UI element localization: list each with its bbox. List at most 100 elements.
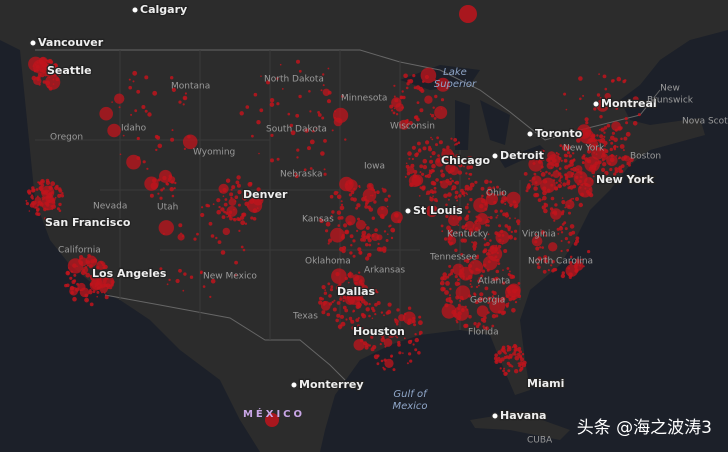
case-dot xyxy=(609,147,613,152)
case-dot xyxy=(322,88,330,97)
case-dot xyxy=(568,154,572,158)
case-dot xyxy=(372,188,376,192)
case-dot xyxy=(354,282,357,285)
case-dot xyxy=(99,106,113,121)
case-dot xyxy=(220,207,225,212)
case-dot xyxy=(174,181,177,185)
case-dot xyxy=(407,306,412,310)
case-dot xyxy=(261,192,265,196)
case-dot xyxy=(392,368,396,372)
case-dot xyxy=(487,186,492,191)
case-dot xyxy=(238,229,241,232)
case-dot xyxy=(492,186,496,189)
case-dot xyxy=(555,151,558,155)
case-dot xyxy=(160,188,164,192)
case-dot xyxy=(563,221,567,225)
case-dot xyxy=(309,110,312,113)
case-dot xyxy=(309,167,313,170)
case-dot xyxy=(616,145,619,148)
case-dot xyxy=(603,126,608,130)
case-dot xyxy=(76,282,79,286)
case-dot xyxy=(572,184,577,189)
case-dot xyxy=(405,162,408,165)
case-dot xyxy=(527,183,531,186)
case-dot xyxy=(457,224,460,227)
case-dot xyxy=(365,224,367,226)
case-dot xyxy=(502,240,505,243)
case-dot xyxy=(90,259,95,264)
case-dot xyxy=(497,233,501,237)
case-dot xyxy=(591,147,604,160)
case-dot xyxy=(87,264,89,267)
case-dot xyxy=(620,169,624,173)
case-dot xyxy=(502,269,504,271)
case-dot xyxy=(560,159,563,162)
region-label: Idaho xyxy=(121,124,147,134)
case-dot xyxy=(339,297,343,301)
case-dot xyxy=(52,70,55,73)
case-dot xyxy=(226,216,228,218)
case-dot xyxy=(549,156,553,160)
case-dot xyxy=(469,232,473,236)
case-dot xyxy=(494,359,499,364)
case-dot xyxy=(367,205,372,210)
case-dot xyxy=(56,207,60,211)
region-label: North Carolina xyxy=(528,257,593,267)
watermark: 头条 @海之波涛3 xyxy=(577,418,712,438)
case-dot xyxy=(25,202,29,206)
case-dot xyxy=(304,128,309,133)
case-dot xyxy=(384,358,394,368)
case-dot xyxy=(453,138,458,142)
case-dot xyxy=(472,244,477,249)
case-dot xyxy=(585,121,589,125)
case-dot xyxy=(36,195,39,198)
case-dot xyxy=(564,165,569,170)
case-dot xyxy=(58,73,61,77)
case-dot xyxy=(558,167,562,171)
case-dot xyxy=(89,302,94,307)
case-dot xyxy=(200,271,203,275)
case-dot xyxy=(455,195,458,198)
city-label: New York xyxy=(596,173,655,186)
case-dot xyxy=(438,140,443,145)
case-dot xyxy=(166,283,169,286)
case-dot xyxy=(497,244,502,249)
case-dot xyxy=(357,247,362,252)
case-dot xyxy=(130,113,133,116)
case-dot xyxy=(569,159,574,165)
case-dot xyxy=(84,297,89,303)
case-dot xyxy=(477,279,481,283)
case-dot xyxy=(564,206,567,209)
case-dot xyxy=(356,301,361,306)
case-dot xyxy=(132,70,138,76)
case-dot xyxy=(429,155,432,158)
labels: Calgary Vancouver Seattle San Francisco Los … xyxy=(29,2,728,446)
case-dot xyxy=(290,130,296,136)
case-dot xyxy=(31,197,34,200)
case-dot xyxy=(108,284,111,287)
case-dot xyxy=(495,216,498,219)
case-dot xyxy=(478,284,480,287)
region-label: Oregon xyxy=(50,133,83,143)
case-dot xyxy=(541,158,545,162)
region-label: Arkansas xyxy=(364,266,405,276)
case-dot xyxy=(579,97,582,101)
case-dot xyxy=(209,295,212,298)
case-dot xyxy=(235,180,240,185)
case-dot xyxy=(546,157,551,163)
water-label: Lake xyxy=(443,67,467,78)
case-dot xyxy=(464,184,470,190)
region-label: CUBA xyxy=(527,436,553,446)
case-dot xyxy=(72,296,77,302)
case-dot xyxy=(337,224,341,227)
case-dot xyxy=(517,346,522,351)
case-dot xyxy=(596,99,609,112)
case-dot xyxy=(464,323,469,328)
case-dot xyxy=(535,246,540,251)
case-dot xyxy=(567,241,571,244)
case-dot xyxy=(514,355,520,361)
case-dot xyxy=(234,260,239,265)
case-dot xyxy=(220,250,226,255)
case-dot xyxy=(334,110,337,113)
city-marker xyxy=(290,381,298,389)
